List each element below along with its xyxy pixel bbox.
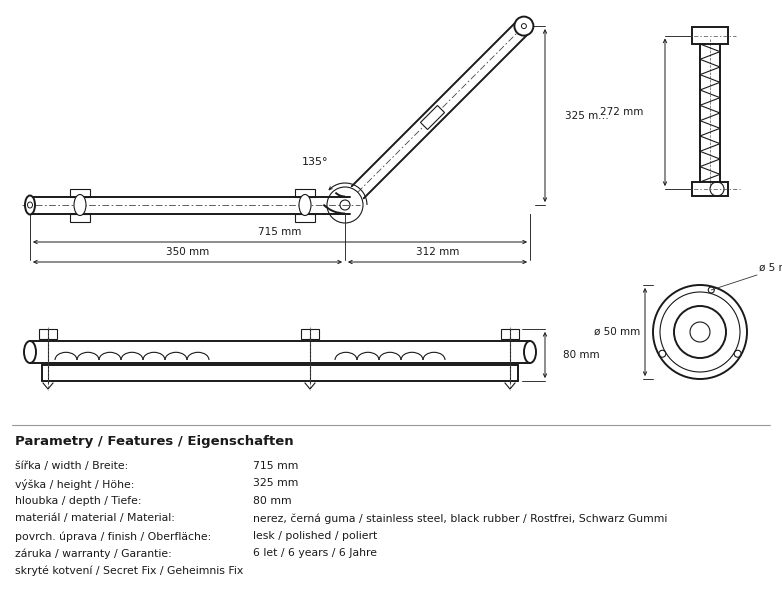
Bar	[295, 188, 315, 197]
Text: 312 mm: 312 mm	[416, 247, 459, 257]
Text: 715 mm: 715 mm	[253, 461, 299, 471]
Text: 325 mm: 325 mm	[565, 111, 608, 121]
Bar	[692, 27, 728, 44]
Text: 715 mm: 715 mm	[258, 227, 302, 237]
Text: záruka / warranty / Garantie:: záruka / warranty / Garantie:	[15, 549, 172, 559]
Text: ø 50 mm: ø 50 mm	[594, 327, 640, 337]
Text: 80 mm: 80 mm	[563, 350, 600, 360]
Bar	[70, 188, 90, 197]
Ellipse shape	[299, 195, 311, 215]
Bar	[421, 105, 444, 130]
Text: hloubka / depth / Tiefe:: hloubka / depth / Tiefe:	[15, 496, 142, 506]
Bar	[295, 214, 315, 221]
Text: ø 5 mm: ø 5 mm	[759, 263, 782, 273]
Text: 350 mm: 350 mm	[166, 247, 209, 257]
Bar	[301, 329, 319, 339]
Text: lesk / polished / poliert: lesk / polished / poliert	[253, 531, 377, 541]
Text: 325 mm: 325 mm	[253, 478, 299, 488]
Bar	[70, 214, 90, 221]
Text: 272 mm: 272 mm	[600, 107, 643, 117]
Text: povrch. úprava / finish / Oberfläche:: povrch. úprava / finish / Oberfläche:	[15, 531, 211, 542]
Ellipse shape	[515, 17, 533, 36]
Text: skryté kotvení / Secret Fix / Geheimnis Fix: skryté kotvení / Secret Fix / Geheimnis …	[15, 566, 243, 577]
Ellipse shape	[24, 341, 36, 363]
Text: 135°: 135°	[302, 157, 328, 167]
Bar	[692, 182, 728, 196]
Text: 80 mm: 80 mm	[253, 496, 292, 506]
Ellipse shape	[74, 195, 86, 215]
Ellipse shape	[524, 341, 536, 363]
Text: Parametry / Features / Eigenschaften: Parametry / Features / Eigenschaften	[15, 435, 293, 448]
Bar	[501, 329, 519, 339]
Bar	[39, 329, 57, 339]
Text: výška / height / Höhe:: výška / height / Höhe:	[15, 478, 135, 490]
Ellipse shape	[25, 195, 35, 214]
Text: nerez, černá guma / stainless steel, black rubber / Rostfrei, Schwarz Gummi: nerez, černá guma / stainless steel, bla…	[253, 513, 667, 524]
Ellipse shape	[27, 202, 33, 208]
Text: 6 let / 6 years / 6 Jahre: 6 let / 6 years / 6 Jahre	[253, 549, 377, 558]
Text: materiál / material / Material:: materiál / material / Material:	[15, 513, 175, 523]
Text: šířka / width / Breite:: šířka / width / Breite:	[15, 461, 128, 471]
Ellipse shape	[522, 24, 526, 28]
